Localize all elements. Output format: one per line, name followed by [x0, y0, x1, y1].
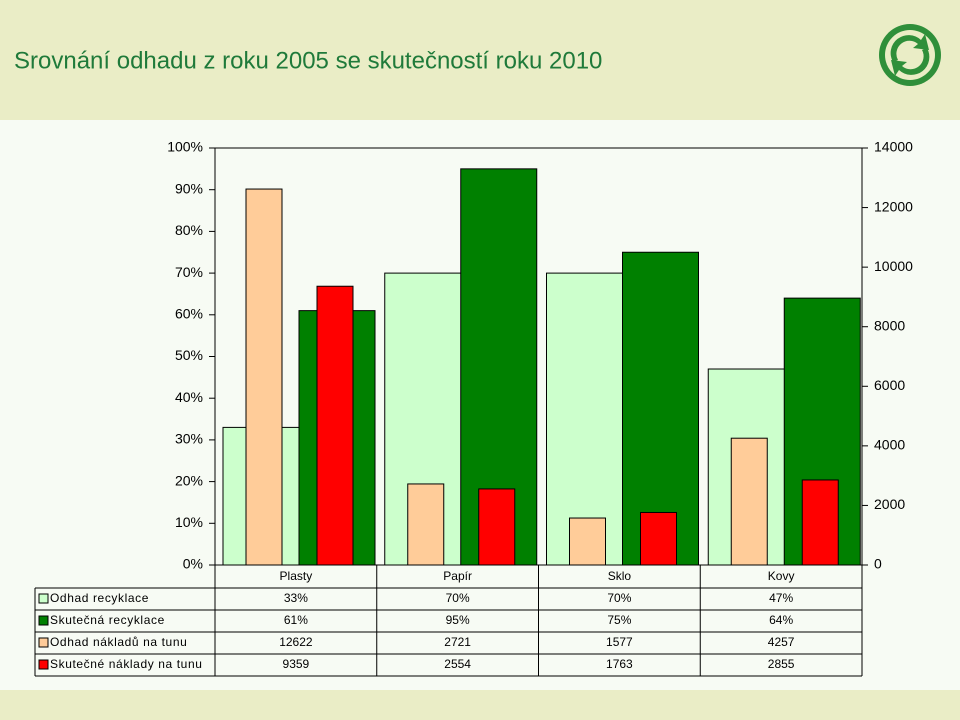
y-tick-label: 20%	[175, 472, 203, 488]
category-label: Papír	[443, 569, 472, 583]
table-value: 70%	[446, 591, 470, 605]
legend-swatch	[38, 593, 49, 604]
legend-label: Odhad recyklace	[50, 591, 149, 605]
bar	[801, 479, 839, 566]
table-value: 47%	[769, 591, 793, 605]
legend-label: Skutečné náklady na tunu	[50, 657, 203, 671]
footer-band	[0, 690, 960, 720]
y-tick-label: 80%	[175, 222, 203, 238]
table-value: 2855	[768, 657, 795, 671]
y-tick-label: 40%	[175, 389, 203, 405]
table-value: 61%	[284, 613, 308, 627]
bar	[640, 511, 677, 566]
y-tick-label: 70%	[175, 264, 203, 280]
chart-title: Srovnání odhadu z roku 2005 se skutečnos…	[14, 47, 602, 74]
bar	[316, 285, 354, 566]
table-value: 95%	[446, 613, 470, 627]
table-value: 2721	[444, 635, 471, 649]
category-label: Sklo	[608, 569, 632, 583]
header-band	[0, 0, 960, 120]
y-tick-label: 50%	[175, 347, 203, 363]
bar	[245, 188, 283, 566]
legend-swatch	[38, 637, 49, 648]
y-tick-label: 90%	[175, 180, 203, 196]
y-tick-label: 100%	[167, 139, 203, 155]
y2-tick-label: 8000	[874, 317, 905, 333]
y2-tick-label: 6000	[874, 377, 905, 393]
bar	[407, 483, 445, 566]
legend-label: Skutečná recyklace	[50, 613, 165, 627]
y2-tick-label: 2000	[874, 496, 905, 512]
table-value: 1763	[606, 657, 633, 671]
table-value: 1577	[606, 635, 633, 649]
y-tick-label: 10%	[175, 514, 203, 530]
legend-label: Odhad nákladů na tunu	[50, 635, 187, 649]
legend-swatch	[38, 615, 49, 626]
category-label: Kovy	[768, 569, 795, 583]
bar	[478, 488, 516, 566]
bar	[569, 517, 606, 566]
bar	[730, 437, 768, 566]
y2-tick-label: 4000	[874, 437, 905, 453]
table-value: 9359	[283, 657, 310, 671]
legend-swatch	[38, 659, 49, 670]
table-value: 64%	[769, 613, 793, 627]
y2-tick-label: 0	[874, 556, 882, 572]
table-value: 12622	[279, 635, 313, 649]
table-value: 2554	[444, 657, 471, 671]
logo	[879, 24, 941, 86]
y2-tick-label: 12000	[874, 198, 913, 214]
category-label: Plasty	[280, 569, 313, 583]
y2-tick-label: 14000	[874, 139, 913, 155]
y2-tick-label: 10000	[874, 258, 913, 274]
table-value: 33%	[284, 591, 308, 605]
y-tick-label: 60%	[175, 306, 203, 322]
table-value: 4257	[768, 635, 795, 649]
y-tick-label: 0%	[183, 556, 203, 572]
table-value: 70%	[607, 591, 631, 605]
table-value: 75%	[607, 613, 631, 627]
y-tick-label: 30%	[175, 431, 203, 447]
